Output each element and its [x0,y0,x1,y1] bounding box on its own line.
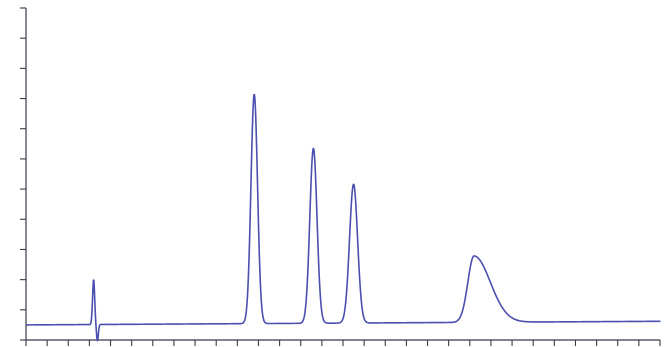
chromatogram-trace [26,93,661,342]
x-axis-ticks [25,340,661,346]
y-axis-ticks [20,7,26,341]
